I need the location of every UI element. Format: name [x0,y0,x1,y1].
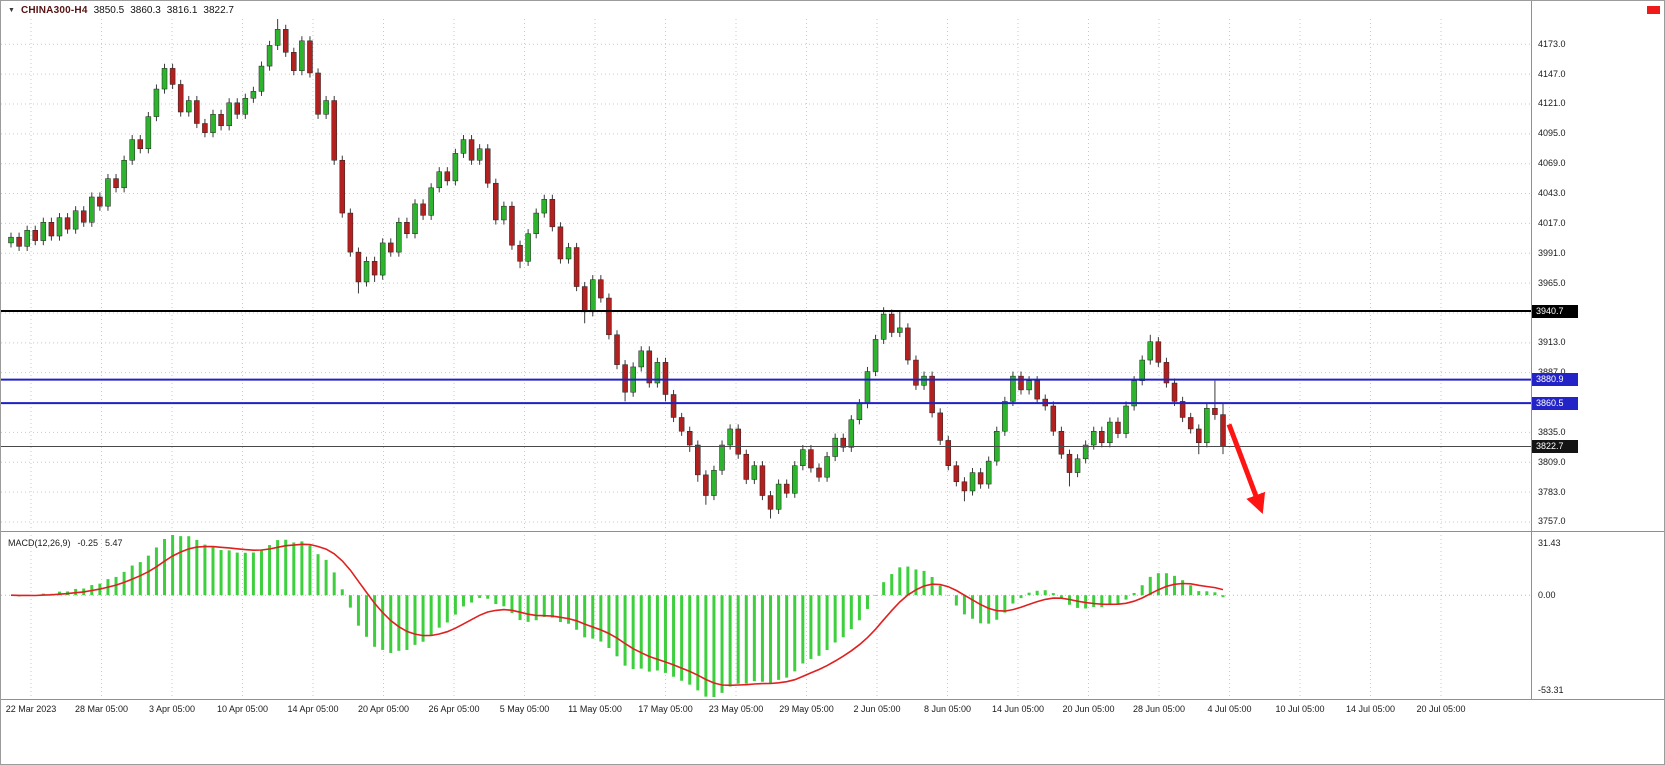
time-tick-label: 2 Jun 05:00 [853,704,901,714]
time-tick-label: 17 May 05:00 [638,704,693,714]
price-tick-label: 3913.0 [1538,337,1566,348]
down-arrow-annotation[interactable] [1226,423,1266,515]
macd-tick-label: 0.00 [1538,590,1556,601]
grid [1,19,1531,697]
collapse-triangle-icon[interactable]: ▼ [8,6,15,14]
time-tick-label: 3 Apr 05:00 [148,704,196,714]
macd-name: MACD(12,26,9) [8,538,71,548]
price-tick-label: 4043.0 [1538,188,1566,199]
ohlc-open-value: 3850.5 [93,5,125,16]
time-tick-label: 10 Apr 05:00 [216,704,269,714]
time-tick-label: 26 Apr 05:00 [428,704,480,714]
price-tick-label: 3835.0 [1538,426,1566,437]
macd-main-value: -0.25 [77,538,99,548]
time-tick-label: 14 Apr 05:00 [287,704,339,714]
ohlc-low-value: 3816.1 [166,5,198,16]
price-tick-label: 4095.0 [1538,128,1566,139]
time-tick-label: 28 Mar 05:00 [74,704,129,714]
price-tick-label: 3965.0 [1538,277,1566,288]
time-tick-label: 23 May 05:00 [708,704,764,714]
macd-tick-label: -53.31 [1538,685,1564,695]
price-tick-label: 3783.0 [1538,486,1566,497]
time-axis[interactable]: 22 Mar 2023 28 Mar 05:00 3 Apr 05:00 10 Apr… [1,703,1664,719]
time-tick-label: 20 Jun 05:00 [1062,704,1115,714]
time-tick-label: 5 May 05:00 [499,704,550,714]
price-tick-label: 3991.0 [1538,247,1566,258]
time-tick-label: 4 Jul 05:00 [1207,704,1252,714]
time-tick-label: 20 Jul 05:00 [1416,704,1466,714]
time-tick-label: 29 May 05:00 [779,704,834,714]
price-tick-label: 4017.0 [1538,217,1566,228]
macd-histogram [17,535,1225,697]
red-rectangle-marker[interactable] [1647,6,1660,14]
macd-axis: 31.43 0.00 -53.31 [1531,1,1664,764]
price-badge-blue-lower: 3860.5 [1532,396,1578,410]
macd-indicator-label: MACD(12,26,9) -0.25 5.47 [8,538,123,548]
time-tick-label: 8 Jun 05:00 [923,704,972,714]
price-badge-current-price: 3822.7 [1532,440,1578,454]
chart-title: ▼ CHINA300-H4 3850.5 3860.3 3816.1 3822.… [8,5,234,16]
macd-signal-line [10,543,1224,687]
time-tick-label: 20 Apr 05:00 [357,704,410,714]
ohlc-close-value: 3822.7 [203,5,234,16]
price-badge-resistance-black: 3940.7 [1532,304,1578,318]
price-tick-label: 4147.0 [1538,68,1566,79]
price-tick-label: 4069.0 [1538,158,1566,169]
time-tick-label: 22 Mar 2023 [5,704,57,714]
candlestick-series [8,19,1226,519]
symbol-timeframe-label: CHINA300-H4 [20,5,88,16]
price-tick-label: 4173.0 [1538,38,1566,49]
ohlc-high-value: 3860.3 [130,5,161,16]
price-tick-label: 3809.0 [1538,456,1566,467]
macd-signal-value: 5.47 [105,538,123,548]
time-tick-label: 14 Jun 05:00 [991,704,1045,714]
time-tick-label: 10 Jul 05:00 [1275,704,1325,714]
time-tick-label: 11 May 05:00 [568,704,622,714]
macd-tick-label: 31.43 [1538,538,1561,548]
price-badge-blue-upper: 3880.9 [1532,373,1578,387]
time-tick-label: 14 Jul 05:00 [1345,704,1396,714]
time-tick-label: 28 Jun 05:00 [1132,704,1186,714]
price-tick-label: 3887.0 [1538,367,1566,378]
price-axis[interactable]: 4173.0 4147.0 4121.0 4095.0 4069.0 4043.0 4017… [1531,1,1664,701]
price-tick-label: 3757.0 [1538,516,1566,527]
price-tick-label: 4121.0 [1538,98,1566,109]
